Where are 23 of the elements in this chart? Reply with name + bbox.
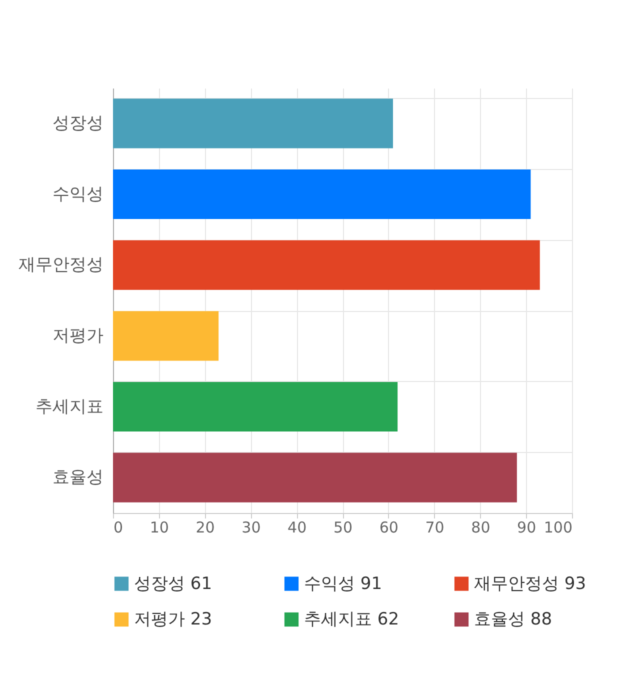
legend-label: 수익성 91 xyxy=(304,574,382,594)
legend-label: 성장성 61 xyxy=(134,574,212,594)
x-tick-label: 0 xyxy=(114,518,124,536)
x-tick-label: 10 xyxy=(150,518,169,536)
legend-label: 효율성 88 xyxy=(474,610,552,630)
x-tick-label: 70 xyxy=(425,518,444,536)
y-tick-label: 추세지표 xyxy=(36,396,104,417)
x-tick-label: 80 xyxy=(471,518,490,536)
x-tick-label: 50 xyxy=(333,518,353,536)
x-tick-label: 30 xyxy=(242,518,261,536)
y-tick-label: 수익성 xyxy=(52,184,104,204)
y-tick-label: 저평가 xyxy=(52,326,104,346)
x-tick-label: 20 xyxy=(196,518,215,536)
y-tick-label: 재무안정성 xyxy=(18,255,104,276)
legend-label: 저평가 23 xyxy=(134,610,212,630)
legend-label: 추세지표 62 xyxy=(304,610,400,630)
x-tick-label: 100 xyxy=(544,518,572,536)
x-tick-label: 90 xyxy=(517,518,536,536)
y-tick-label: 성장성 xyxy=(52,113,104,134)
y-tick-label: 효율성 xyxy=(52,468,104,488)
x-tick-label: 40 xyxy=(288,518,307,536)
legend-label: 재무안정성 93 xyxy=(474,574,586,594)
x-tick-label: 60 xyxy=(379,518,398,536)
